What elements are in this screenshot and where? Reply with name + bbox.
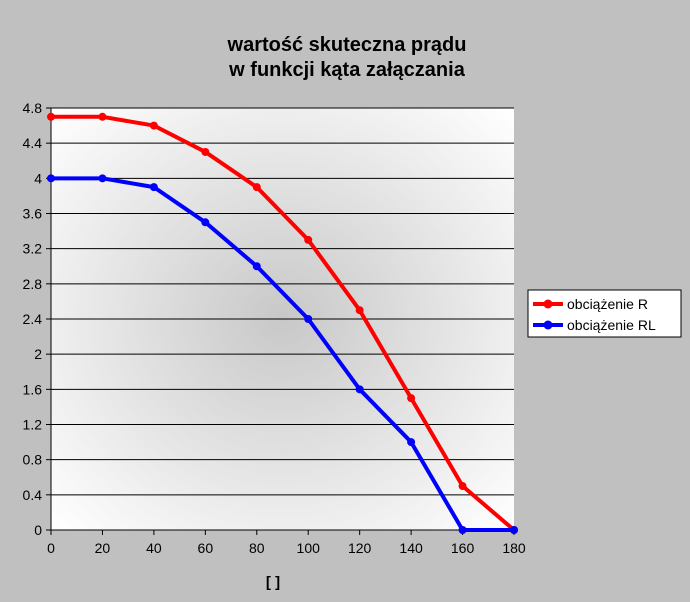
data-point	[304, 315, 313, 323]
legend-label: obciążenie RL	[567, 317, 656, 333]
series-r	[47, 112, 518, 534]
series-layer	[47, 112, 518, 534]
data-point	[149, 121, 158, 130]
x-tick-label: 180	[502, 540, 526, 556]
x-tick-label: 140	[399, 540, 423, 556]
legend: obciążenie R obciążenie RL	[527, 289, 682, 338]
y-tick-label: 4.4	[23, 135, 43, 151]
axes: 0 0.4 0.8 1.2 1.6 2 2.4 2.8 3.2 3.6 4 4.4 4.8 0 20 40 60…	[23, 100, 526, 556]
data-point	[201, 218, 210, 227]
y-tick-label: 0	[34, 522, 42, 538]
x-tick-label: 80	[249, 540, 265, 556]
data-point	[458, 526, 467, 534]
x-axis-label: [ ]	[266, 574, 280, 591]
legend-box	[527, 289, 682, 338]
x-tick-label: 20	[95, 540, 111, 556]
y-tick-label: 0.8	[23, 452, 43, 468]
y-tick-label: 2.8	[23, 276, 43, 292]
data-point	[355, 306, 364, 315]
x-tick-label: 40	[146, 540, 162, 556]
data-point	[252, 262, 261, 271]
y-tick-label: 3.2	[23, 241, 43, 257]
y-tick-label: 2.4	[23, 311, 43, 327]
y-tick-label: 4	[34, 170, 42, 186]
series-rl	[47, 174, 518, 534]
data-point	[98, 174, 107, 183]
data-point	[355, 385, 364, 394]
chart-subtitle: w funkcji kąta załączania	[228, 59, 466, 81]
data-point	[407, 394, 416, 403]
legend-label: obciążenie R	[567, 296, 648, 312]
y-tick-label: 2	[34, 346, 42, 362]
y-tick-label: 3.6	[23, 206, 43, 222]
data-point	[201, 147, 210, 156]
y-tick-label: 4.8	[23, 100, 43, 116]
data-point	[149, 183, 158, 192]
y-tick-label: 0.4	[23, 487, 43, 503]
data-point	[47, 174, 55, 183]
data-point	[510, 526, 518, 534]
series-line	[51, 114, 516, 532]
x-tick-label: 100	[297, 540, 321, 556]
data-point	[407, 438, 416, 447]
data-point	[458, 482, 467, 491]
series-line	[51, 176, 514, 532]
x-tick-label: 0	[47, 540, 55, 556]
chart-title: wartość skuteczna prądu	[227, 34, 467, 56]
y-tick-label: 1.2	[23, 417, 43, 433]
legend-swatch-marker	[543, 320, 553, 330]
x-tick-label: 160	[451, 540, 475, 556]
data-point	[98, 112, 107, 121]
data-point	[304, 235, 313, 244]
grid-lines	[51, 107, 514, 496]
y-tick-label: 1.6	[23, 381, 43, 397]
data-point	[252, 183, 261, 192]
x-tick-label: 120	[348, 540, 372, 556]
legend-swatch-marker	[543, 299, 553, 309]
data-point	[47, 112, 55, 121]
x-tick-label: 60	[198, 540, 214, 556]
